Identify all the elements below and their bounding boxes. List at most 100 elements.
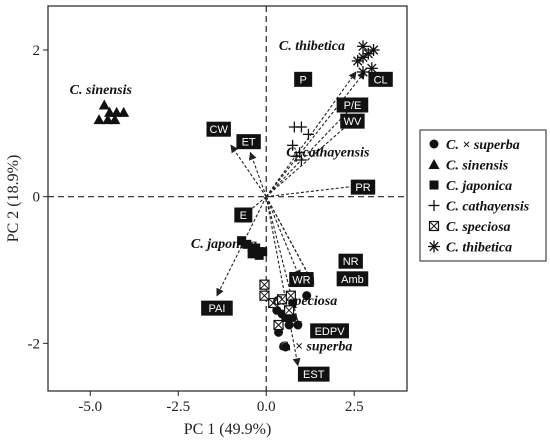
data-point	[295, 154, 307, 166]
marker-asterisk-arm	[429, 241, 439, 252]
data-point	[254, 250, 264, 260]
vector-label-box	[368, 71, 393, 87]
marker-x2	[273, 320, 284, 330]
vector-label-box	[236, 134, 261, 150]
series-triangle	[93, 99, 130, 125]
vector-label-est: EST	[297, 366, 330, 382]
group-label: C. cathayensis	[286, 145, 370, 160]
vector-label-box	[294, 71, 313, 87]
legend-marker	[428, 220, 440, 232]
marker-triangle	[428, 159, 440, 169]
data-point	[293, 320, 303, 330]
data-point	[281, 342, 291, 352]
loading-vector-edpv	[265, 196, 302, 330]
vector-label-amb: Amb	[336, 271, 369, 287]
data-point	[259, 279, 270, 290]
series-square	[237, 236, 268, 260]
vector-label-box	[338, 253, 363, 269]
vector-label-box	[310, 323, 349, 339]
data-point	[273, 319, 284, 331]
vector-label-wv: WV	[340, 113, 365, 129]
marker-triangle	[93, 114, 105, 125]
data-point	[93, 114, 105, 125]
loading-vector-wr	[265, 196, 301, 279]
marker-triangle	[98, 99, 110, 110]
vector-label-text: WV	[344, 116, 362, 128]
data-point	[242, 239, 252, 249]
vector-label-box	[289, 272, 314, 288]
legend-entry: C. × superba	[446, 138, 520, 153]
x-tick-label: -2.5	[166, 399, 190, 415]
marker-x2	[268, 298, 279, 308]
loading-vector-e	[239, 196, 267, 220]
marker-asterisk-arm	[368, 45, 379, 55]
marker-x2	[429, 221, 439, 231]
loading-vector-cw	[230, 144, 267, 197]
legend-entry: C. thibetica	[446, 241, 512, 256]
vector-label-text: WR	[292, 275, 310, 287]
vector-label-box	[206, 121, 231, 137]
marker-triangle	[109, 114, 121, 125]
group-label: C. × superba	[279, 340, 353, 355]
vector-label-text: P	[299, 74, 306, 86]
data-point	[284, 320, 294, 330]
marker-triangle	[104, 106, 116, 117]
vector-label-text: PR	[355, 182, 370, 194]
legend-entry: C. japonica	[446, 179, 512, 194]
marker-square	[429, 180, 439, 190]
vector-label-box	[336, 271, 369, 287]
marker-square	[254, 250, 264, 260]
vector-label-et: ET	[236, 134, 261, 150]
vector-label-text: Amb	[341, 274, 364, 286]
plot-area: -5.0 -2.5 0.0 2.5 -2 0 2 PC 1 (49.9%) PC 2 (18.9…	[5, 5, 408, 438]
group-label: C. japonica	[191, 237, 257, 252]
data-point	[276, 294, 288, 305]
marker-square	[247, 249, 257, 259]
vector-label-box	[336, 97, 369, 113]
vector-label-pr: PR	[350, 179, 376, 195]
x-tick-label: 2.5	[345, 399, 364, 415]
loading-vector-est	[265, 196, 301, 367]
data-point	[104, 106, 116, 117]
marker-x2	[259, 290, 270, 301]
legend-box	[419, 129, 547, 262]
legend-entry: C. speciosa	[446, 220, 511, 235]
vector-label-text: E	[240, 210, 247, 222]
marker-asterisk-arm	[367, 63, 377, 74]
y-tick-label: -2	[28, 336, 41, 352]
plot-frame	[47, 5, 408, 392]
x-tick-label: -5.0	[78, 399, 102, 415]
marker-circle	[293, 320, 303, 330]
marker-circle	[281, 342, 291, 352]
marker-circle	[429, 139, 439, 149]
data-point	[98, 99, 110, 110]
data-point	[302, 128, 314, 140]
legend-marker	[428, 200, 440, 211]
data-point	[367, 44, 380, 56]
group-label: C. thibetica	[279, 39, 345, 54]
data-point	[285, 290, 296, 301]
legend-marker	[428, 159, 440, 169]
data-point	[295, 121, 307, 133]
data-point	[357, 40, 370, 53]
group-label: C. speciosa	[273, 294, 338, 309]
vector-label-cl: CL	[368, 71, 393, 87]
loading-vector-wv	[265, 115, 359, 198]
data-point	[247, 249, 257, 259]
vector-label-p: P	[294, 71, 313, 87]
data-point	[357, 66, 370, 78]
vector-label-pai: PAI	[201, 300, 233, 316]
data-point	[118, 106, 130, 117]
data-point	[111, 106, 123, 117]
vector-label-text: ET	[242, 137, 256, 149]
data-point	[283, 305, 295, 316]
data-point	[102, 114, 114, 125]
vector-label-pe: P/E	[336, 97, 369, 113]
marker-circle	[284, 320, 294, 330]
vector-label-box	[350, 179, 376, 195]
marker-asterisk-arm	[358, 52, 368, 63]
vector-label-text: EDPV	[315, 326, 346, 338]
x-axis-title: PC 1 (49.9%)	[184, 421, 272, 438]
marker-circle	[302, 291, 312, 301]
